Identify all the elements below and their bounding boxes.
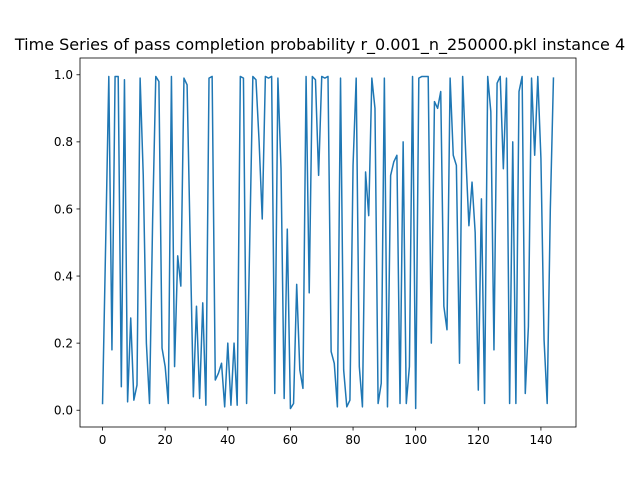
y-tick-label: 0.2 — [54, 336, 73, 350]
x-tick-label: 0 — [99, 433, 107, 447]
y-tick-label: 1.0 — [54, 68, 73, 82]
plot-area: 0 20 40 60 80 100 120 140 0.0 0.2 0.4 0.6 0.8 1.0 — [54, 57, 577, 447]
x-tick-label: 120 — [467, 433, 490, 447]
x-tick-label: 140 — [529, 433, 552, 447]
x-tick-label: 80 — [345, 433, 360, 447]
x-tick-label: 20 — [158, 433, 173, 447]
y-tick-label: 0.4 — [54, 269, 73, 283]
y-tick-label: 0.0 — [54, 404, 73, 418]
chart-title: Time Series of pass completion probabili… — [14, 35, 625, 55]
x-tick-label: 40 — [220, 433, 235, 447]
x-tick-label: 60 — [283, 433, 298, 447]
x-tick-label: 100 — [404, 433, 427, 447]
series-line-0 — [101, 75, 555, 410]
y-tick-label: 0.8 — [54, 135, 73, 149]
y-tick-label: 0.6 — [54, 202, 73, 216]
axes-frame — [79, 57, 577, 428]
